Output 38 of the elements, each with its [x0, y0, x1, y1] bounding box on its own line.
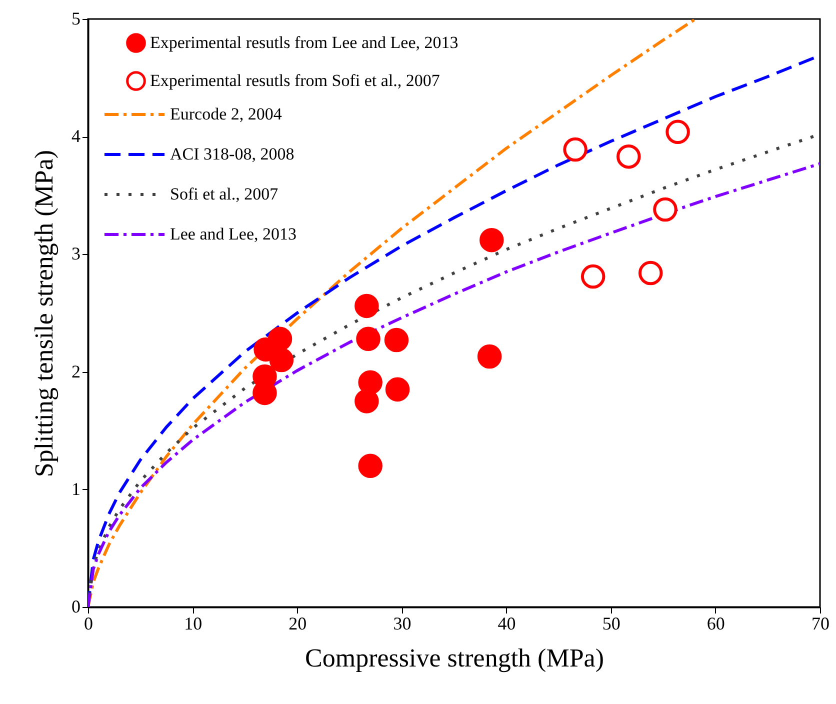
x-tick-label: 40 [498, 614, 516, 634]
point [384, 328, 409, 352]
x-tick-label: 70 [812, 614, 830, 634]
legend-label: Experimental resutls from Sofi et al., 2007 [150, 71, 440, 90]
x-tick-label: 50 [602, 614, 620, 634]
legend-label: Eurcode 2, 2004 [170, 104, 282, 124]
x-axis-title: Compressive strength (MPa) [305, 644, 604, 672]
y-tick-label: 2 [72, 361, 80, 382]
point [480, 228, 504, 252]
legend-label: ACI 318-08, 2008 [170, 144, 294, 164]
y-tick-label: 1 [72, 478, 80, 499]
legend-label: Sofi et al., 2007 [170, 184, 279, 204]
x-tick-label: 60 [706, 614, 725, 634]
point [356, 326, 380, 351]
point [653, 197, 678, 222]
point [666, 120, 690, 144]
point [638, 260, 663, 286]
x-tick-label: 30 [393, 614, 412, 634]
point [354, 294, 379, 318]
x-tick-label: 0 [84, 614, 93, 634]
x-tick-label: 20 [288, 614, 307, 634]
y-tick-label: 5 [72, 8, 80, 28]
legend-label: Experimental resutls from Lee and Lee, 2013 [150, 33, 458, 52]
y-tick-label: 4 [72, 126, 80, 146]
point [477, 344, 502, 369]
point [358, 454, 382, 478]
point [580, 264, 606, 289]
point [385, 377, 410, 402]
point [269, 348, 294, 372]
point [563, 137, 588, 162]
point [358, 370, 382, 394]
y-tick-label: 0 [72, 596, 80, 616]
x-tick-label: 10 [184, 614, 202, 634]
legend-label: Lee and Lee, 2013 [170, 224, 296, 244]
y-axis-title: Splitting tensile strength (MPa) [30, 150, 58, 478]
point [616, 144, 641, 169]
point [354, 389, 379, 414]
y-tick-label: 3 [72, 244, 80, 264]
